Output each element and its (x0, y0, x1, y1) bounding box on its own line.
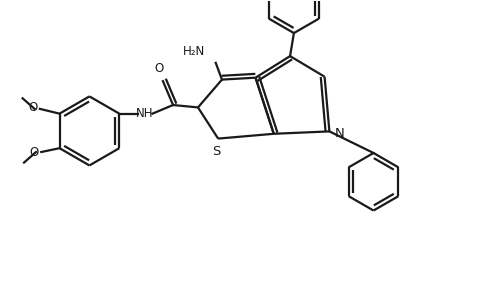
Text: N: N (335, 127, 344, 140)
Text: O: O (30, 146, 39, 160)
Text: O: O (28, 101, 37, 114)
Text: S: S (212, 145, 220, 158)
Text: O: O (154, 62, 163, 75)
Text: H₂N: H₂N (182, 45, 205, 59)
Text: NH: NH (135, 107, 153, 120)
